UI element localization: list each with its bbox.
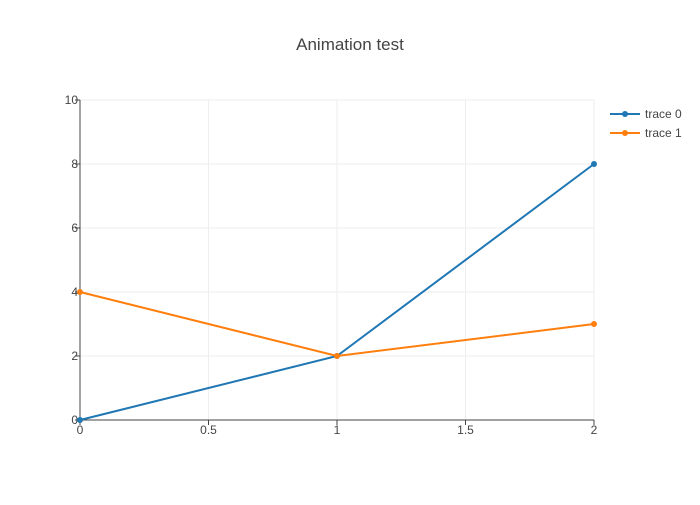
- data-point[interactable]: [334, 353, 340, 359]
- x-tick-label: 0: [77, 423, 84, 437]
- legend-swatch-marker: [622, 130, 628, 136]
- x-tick-label: 1: [334, 423, 341, 437]
- x-tick-label: 0.5: [200, 423, 217, 437]
- y-tick-label: 10: [65, 93, 79, 107]
- data-point[interactable]: [77, 417, 83, 423]
- legend-item[interactable]: trace 1: [610, 126, 682, 140]
- legend-label: trace 1: [645, 126, 682, 140]
- legend[interactable]: trace 0 trace 1: [610, 107, 682, 140]
- y-tick-label: 6: [71, 221, 78, 235]
- y-tick-label: 2: [71, 349, 78, 363]
- x-tick-label: 2: [591, 423, 598, 437]
- x-tick-label: 1.5: [457, 423, 474, 437]
- y-tick-label: 8: [71, 157, 78, 171]
- series-trace-1[interactable]: [77, 289, 597, 359]
- data-point[interactable]: [77, 289, 83, 295]
- axes: 0 0.5 1 1.5 2 0 2 4 6 8 10: [65, 93, 598, 437]
- legend-swatch-marker: [622, 111, 628, 117]
- y-tick-label: 4: [71, 285, 78, 299]
- legend-item[interactable]: trace 0: [610, 107, 682, 121]
- grid: [80, 99, 595, 420]
- chart-title: Animation test: [296, 35, 404, 54]
- legend-label: trace 0: [645, 107, 682, 121]
- data-point[interactable]: [591, 161, 597, 167]
- series-layer: [77, 161, 597, 423]
- y-tick-label: 0: [71, 413, 78, 427]
- data-point[interactable]: [591, 321, 597, 327]
